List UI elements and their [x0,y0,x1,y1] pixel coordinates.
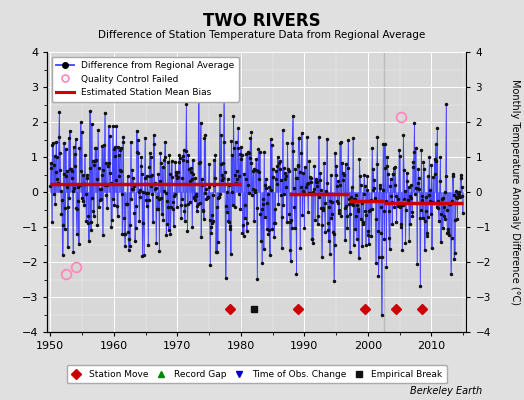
Legend: Station Move, Record Gap, Time of Obs. Change, Empirical Break: Station Move, Record Gap, Time of Obs. C… [67,366,447,384]
Y-axis label: Monthly Temperature Anomaly Difference (°C): Monthly Temperature Anomaly Difference (… [510,79,520,305]
Text: TWO RIVERS: TWO RIVERS [203,12,321,30]
Text: Difference of Station Temperature Data from Regional Average: Difference of Station Temperature Data f… [99,30,425,40]
Text: Berkeley Earth: Berkeley Earth [410,386,482,396]
